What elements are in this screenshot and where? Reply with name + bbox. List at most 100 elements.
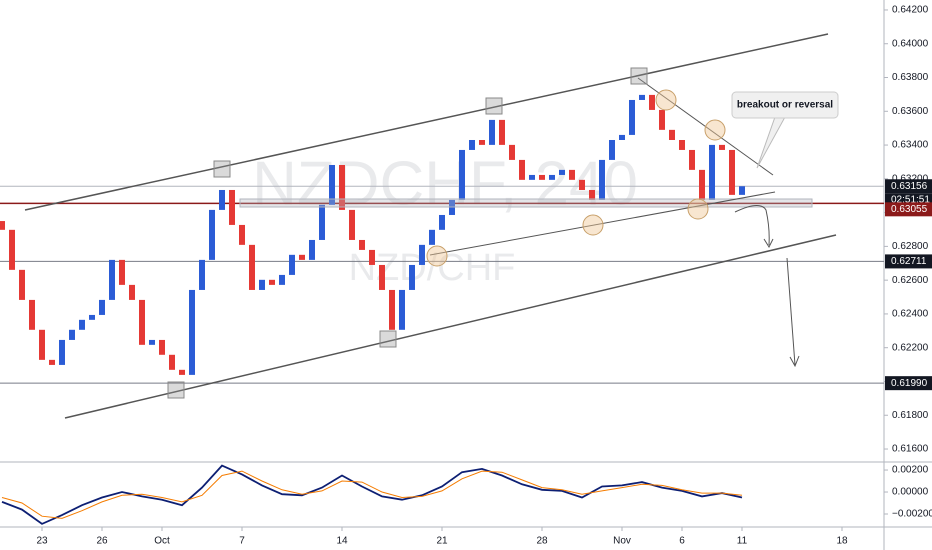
arrow	[734, 205, 774, 249]
x-tick-label: 28	[536, 536, 548, 547]
candle-body	[409, 264, 415, 290]
candle-body	[399, 289, 405, 330]
candle-body	[349, 209, 355, 240]
circle	[704, 119, 726, 141]
candle-body	[389, 289, 395, 330]
candle-body	[729, 149, 735, 195]
candle-body	[239, 224, 245, 245]
x-tick-label: 6	[679, 536, 685, 547]
marker	[379, 330, 397, 348]
x-tick-label: 23	[36, 536, 48, 547]
y-tick-label: 0.63800	[892, 72, 929, 83]
channel-top	[24, 33, 829, 211]
candle-body	[709, 144, 715, 200]
x-tick-label: 18	[836, 536, 848, 547]
candle-body	[339, 164, 345, 210]
candle-body	[179, 369, 185, 375]
candle-body	[169, 354, 175, 370]
oscillator-line	[1, 470, 743, 519]
candle-body	[479, 139, 485, 145]
x-tick-label: 21	[436, 536, 448, 547]
candle-body	[99, 299, 105, 315]
candle-body	[359, 239, 365, 250]
marker	[630, 67, 648, 85]
candle-body	[79, 319, 85, 330]
y-tick-label: 0.00000	[892, 487, 929, 498]
candle-body	[249, 244, 255, 290]
candle-body	[569, 169, 575, 180]
circle	[426, 245, 448, 267]
candle-body	[459, 149, 465, 200]
candle-body	[679, 139, 685, 150]
y-tick-label: −0.00200	[892, 509, 932, 520]
candle-body	[649, 94, 655, 110]
y-tick-label: 0.63400	[892, 140, 929, 151]
candle-body	[309, 239, 315, 260]
candle-body	[719, 144, 725, 150]
candle-body	[9, 229, 15, 270]
channel-bottom	[64, 234, 837, 419]
candle-body	[369, 249, 375, 265]
price-label: 0.63156	[891, 181, 928, 192]
candle-body	[599, 159, 605, 200]
candle-body	[379, 264, 385, 290]
y-tick-label: 0.62600	[892, 275, 929, 286]
countdown: 02:51:51	[891, 194, 930, 205]
candle-body	[319, 204, 325, 240]
candle-body	[59, 339, 65, 365]
candle-body	[499, 119, 505, 145]
candle-body	[549, 174, 555, 180]
candle-body	[739, 186, 745, 195]
markers	[167, 67, 648, 399]
arrow	[786, 257, 800, 368]
candle-body	[219, 189, 225, 210]
candle-body	[509, 144, 515, 160]
candle-body	[629, 99, 635, 135]
circles	[426, 89, 726, 267]
candle-body	[119, 259, 125, 285]
candle-body	[529, 174, 535, 180]
candle-body	[579, 179, 585, 190]
candle-body	[19, 269, 25, 300]
marker	[485, 97, 503, 115]
candle-body	[589, 189, 595, 200]
candle-body	[659, 109, 665, 130]
candle-body	[429, 229, 435, 245]
candle-body	[109, 259, 115, 300]
price-label: 0.63055	[891, 204, 928, 215]
x-tick-label: Oct	[154, 536, 170, 547]
candle-body	[699, 169, 705, 200]
candle-body	[269, 279, 275, 285]
y-tick-label: 0.64200	[892, 5, 929, 16]
candle-body	[199, 259, 205, 290]
candle-body	[189, 289, 195, 375]
candle-body	[209, 209, 215, 260]
candle-body	[489, 119, 495, 145]
callout	[731, 91, 839, 119]
y-tick-label: 0.63200	[892, 173, 929, 184]
y-tick-label: 0.62200	[892, 342, 929, 353]
candle-body	[229, 189, 235, 225]
y-tick-label: 0.64000	[892, 38, 929, 49]
candle-body	[279, 274, 285, 285]
candle-body	[559, 169, 565, 175]
y-tick-label: 0.00200	[892, 465, 929, 476]
candle-body	[0, 221, 6, 230]
candle-body	[609, 139, 615, 160]
circle	[655, 89, 677, 111]
candle-body	[29, 299, 35, 330]
price-label-bg	[885, 202, 932, 217]
candle-body	[289, 254, 295, 275]
price-label: 0.62711	[891, 256, 927, 267]
zone	[239, 198, 813, 208]
candle-body	[89, 314, 95, 320]
x-tick-label: Nov	[613, 536, 631, 547]
candle-body	[689, 149, 695, 170]
price-label-bg	[885, 179, 932, 194]
candle-body	[259, 279, 265, 290]
watermark-sub: NZD/CHF	[349, 247, 516, 289]
drawings: breakout or reversal	[24, 33, 839, 419]
x-tick-label: 7	[239, 536, 245, 547]
candle-body	[299, 254, 305, 260]
